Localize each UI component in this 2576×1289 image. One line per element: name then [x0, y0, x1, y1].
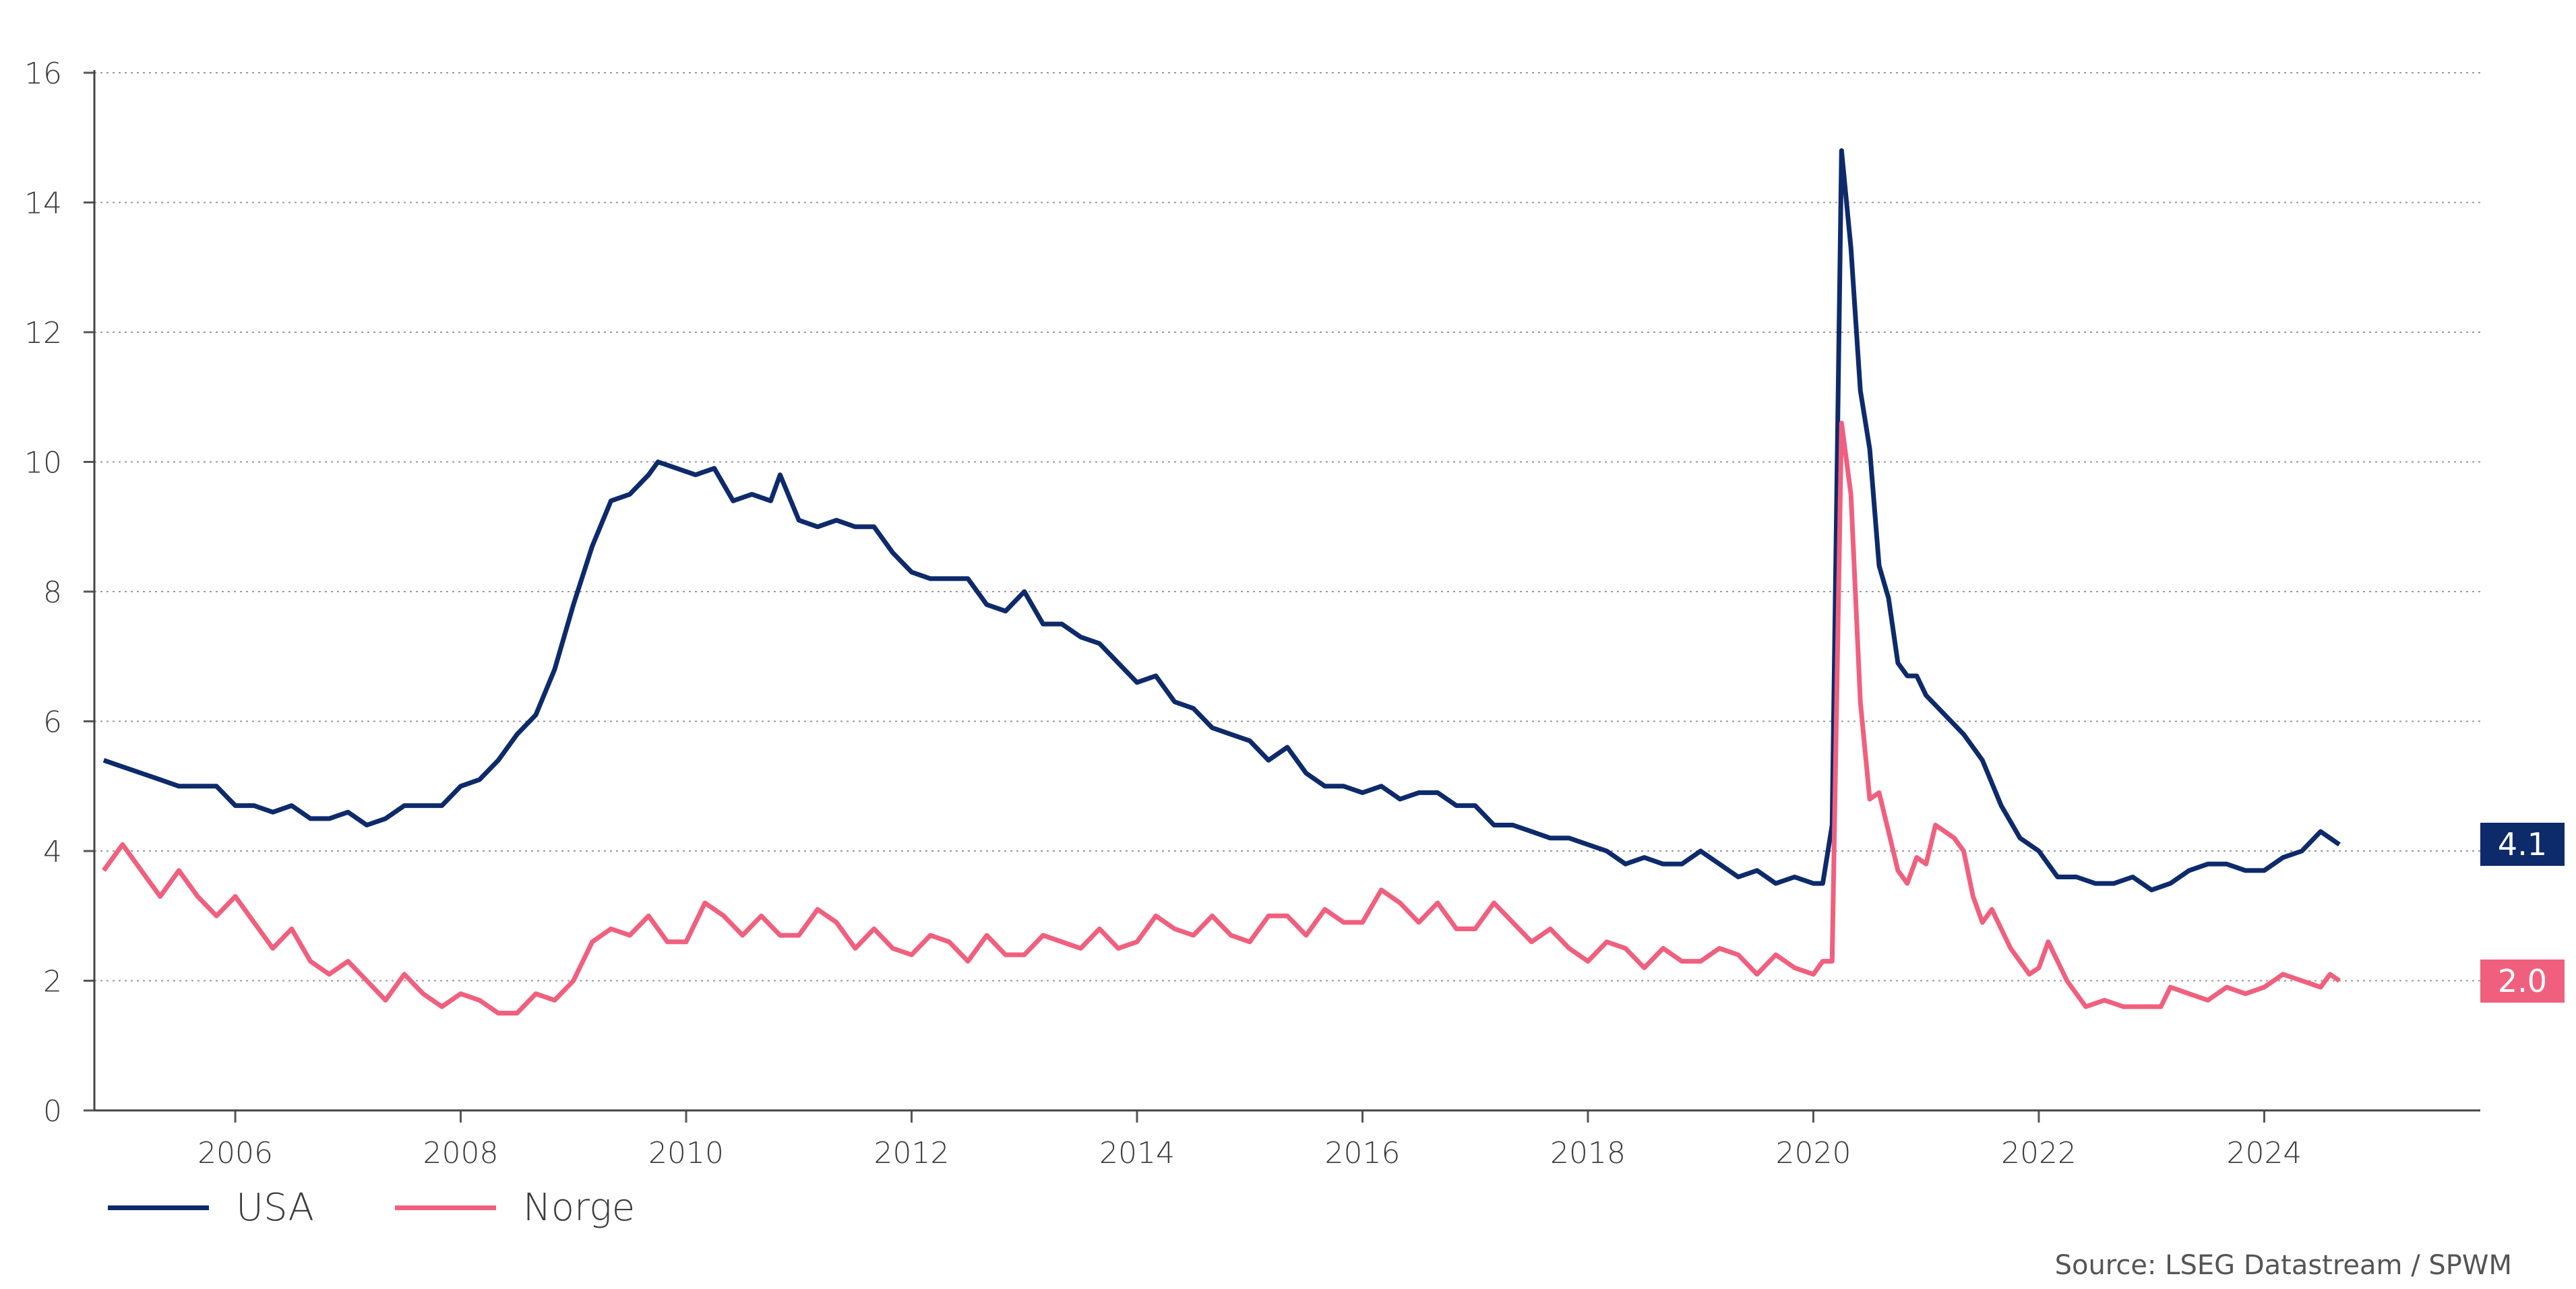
- y-tick-label: 4: [43, 835, 62, 869]
- x-tick-label: 2022: [2001, 1136, 2077, 1170]
- x-tick-label: 2020: [1775, 1136, 1851, 1170]
- y-tick-label: 12: [24, 316, 62, 350]
- x-tick-label: 2018: [1550, 1136, 1626, 1170]
- x-axis-ticks: 2006 2008 2010 2012 2014 2016 2018 2020 2022 2024: [197, 1110, 2302, 1170]
- y-tick-label: 16: [24, 57, 62, 91]
- y-tick-label: 8: [43, 575, 62, 610]
- series-line-norge: [102, 420, 2341, 1016]
- y-tick-label: 14: [24, 187, 62, 221]
- source-note: Source: LSEG Datastream / SPWM: [2054, 1250, 2512, 1281]
- legend-item-usa: USA: [108, 1186, 314, 1230]
- series-line-usa: [102, 148, 2341, 893]
- y-tick-label: 2: [43, 965, 62, 999]
- legend-item-norge: Norge: [394, 1186, 636, 1230]
- x-tick-label: 2006: [197, 1136, 273, 1170]
- x-tick-label: 2010: [648, 1136, 724, 1170]
- legend-label-norge: Norge: [522, 1186, 636, 1230]
- legend-swatch-norge: [394, 1205, 496, 1210]
- legend-swatch-usa: [108, 1205, 209, 1210]
- end-value-badge-usa: 4.1: [2480, 823, 2565, 867]
- x-tick-label: 2012: [874, 1136, 950, 1170]
- legend: USA Norge: [108, 1186, 635, 1230]
- y-axis-ticks: 0 2 4 6 8 10 12 14 16: [24, 57, 94, 1129]
- x-tick-label: 2016: [1325, 1136, 1401, 1170]
- y-tick-label: 6: [43, 705, 62, 740]
- y-tick-label: 10: [24, 446, 62, 480]
- end-value-badge-norge: 2.0: [2480, 959, 2565, 1003]
- legend-label-usa: USA: [236, 1186, 314, 1230]
- gridlines: [94, 72, 2480, 982]
- x-tick-label: 2024: [2226, 1136, 2302, 1170]
- y-tick-label: 0: [43, 1094, 62, 1129]
- x-tick-label: 2014: [1099, 1136, 1175, 1170]
- x-tick-label: 2008: [423, 1136, 499, 1170]
